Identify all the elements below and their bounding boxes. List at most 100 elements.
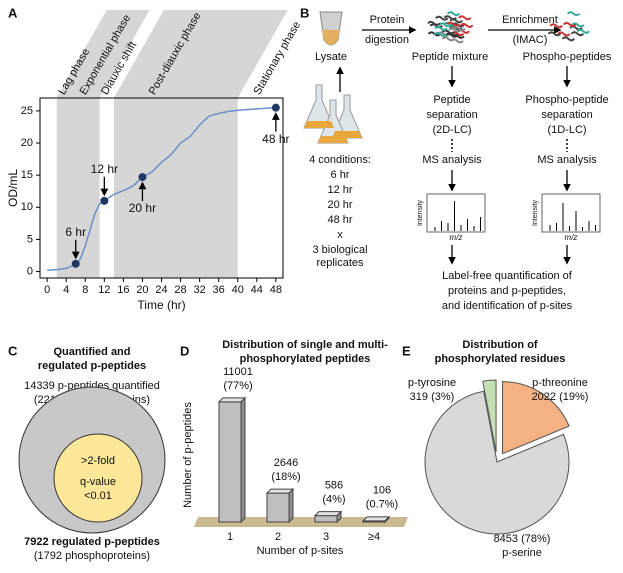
panel-letter: E [402,343,411,358]
chart-title: Distribution of [462,339,537,351]
bead [435,15,449,21]
share-label: (0.7%) [366,499,398,511]
x-tick-label: 36 [213,284,225,296]
bead [549,23,563,29]
spectrum-box [426,193,486,233]
lysate-label: Lysate [315,51,347,63]
y-tick-label: 0 [27,265,33,277]
bead [562,21,577,27]
bar [266,492,290,523]
slice-name: p-serine [502,547,542,559]
bead [451,33,465,39]
data-point [100,196,109,205]
conditions: 20 hr [327,199,352,211]
chart-title: phosphorylated residues [435,353,566,365]
x-tick-label: 4 [63,284,69,296]
y-axis-label: OD/mL [6,169,20,207]
bead [434,25,448,31]
bead [433,31,448,37]
bead [576,28,590,34]
axis-label: m/z [565,233,578,242]
bead [570,31,585,37]
step-label: MS analysis [422,154,482,166]
y-tick-label: 25 [21,105,33,117]
slice-label: 2022 (19%) [532,391,589,403]
panel-letter: A [8,5,18,20]
bead [446,21,460,27]
conditions: 4 conditions: [309,154,371,166]
quantified-label: 14339 p-peptides quantified [24,380,160,392]
x-tick-label: 8 [82,284,88,296]
floor [194,517,408,527]
panel-title: regulated p-peptides [38,360,146,372]
final-step: proteins and p-peptides, [448,285,566,297]
bead [443,15,458,21]
criteria: <0.01 [84,490,112,502]
conditions: x [337,229,343,241]
phase-band [113,10,288,278]
chart-title: Distribution of single and multi- [222,339,388,351]
regulated-label: (1792 phosphoproteins) [34,550,150,562]
x-tick-label: 2 [275,531,281,543]
step-label: (IMAC) [513,34,548,46]
bar-side [240,396,246,524]
panel-c: C Quantified and regulated p-peptides 14… [8,343,166,562]
slice-label: 8453 (78%) [494,533,551,545]
share-label: (77%) [223,380,252,392]
x-tick-label: 28 [174,284,186,296]
axis-label: Intensity [417,199,424,226]
bead [557,31,571,37]
spectrum-box [541,193,601,233]
x-tick-label: 24 [155,284,167,296]
bead [450,38,464,44]
pie-slice [424,390,570,535]
bead [438,22,452,28]
step-label: digestion [365,34,409,46]
chart-title: phosphorylated peptides [240,353,371,365]
pie-slice [482,379,497,453]
point-label: 20 hr [129,201,156,215]
value-label: 11001 [223,366,253,378]
x-tick-label: 1 [227,531,233,543]
criteria: q-value [80,476,116,488]
step-label: Peptide [433,94,470,106]
x-tick-label: 0 [44,284,50,296]
bead [448,27,462,33]
bar-side [384,515,390,524]
flask-liquid [304,121,362,143]
x-tick-label: ≥4 [368,531,380,543]
bar-side [288,487,294,524]
data-point [71,259,80,268]
bead [446,11,461,17]
x-axis-label: Time (hr) [137,298,185,312]
bead [547,31,562,37]
x-tick-label: 40 [232,284,244,296]
x-tick-label: 16 [117,284,129,296]
conditions: replicates [316,257,364,269]
share-label: (4%) [322,494,345,506]
step-label: Phospho-peptide [525,94,608,106]
axis-label: Intensity [532,199,539,226]
step-label: separation [426,109,477,121]
x-tick-label: 12 [98,284,110,296]
pie-slice [502,381,570,455]
step-label: separation [541,109,592,121]
tube-liquid [322,30,340,45]
panel-b: B Lysate 4 conditions: 6 hr 12 hr 20 hr … [300,5,612,311]
bar [218,401,242,523]
conditions: 6 hr [331,169,350,181]
spectrum-peaks [434,201,596,231]
criteria: >2-fold [81,455,115,467]
bead [571,22,585,28]
bead [566,11,581,17]
point-label: 6 hr [65,225,86,239]
step-label: MS analysis [537,154,597,166]
x-tick-label: 44 [251,284,263,296]
bead [452,26,466,32]
phospho-icon [547,11,590,42]
x-tick-label: 20 [136,284,148,296]
step-label: (1D-LC) [547,124,586,136]
bead [561,36,576,42]
step-label: Enrichment [502,14,558,26]
